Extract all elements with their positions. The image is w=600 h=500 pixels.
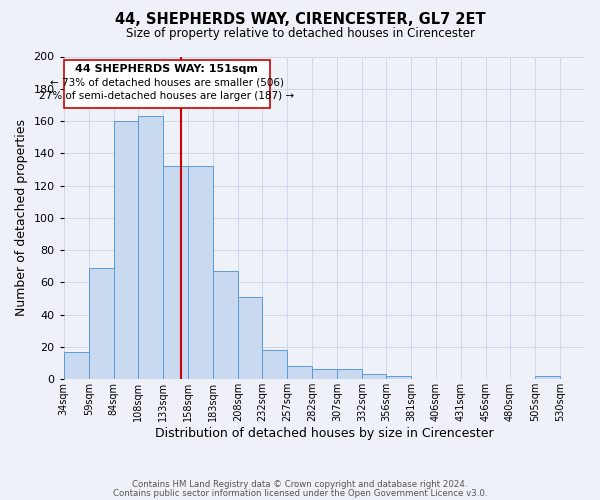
- Bar: [188, 166, 213, 379]
- Bar: [362, 374, 386, 379]
- Bar: [163, 166, 188, 379]
- Bar: [535, 376, 560, 379]
- Text: 44 SHEPHERDS WAY: 151sqm: 44 SHEPHERDS WAY: 151sqm: [76, 64, 258, 74]
- Text: ← 73% of detached houses are smaller (506): ← 73% of detached houses are smaller (50…: [50, 78, 284, 88]
- Bar: [238, 297, 262, 379]
- Bar: [386, 376, 411, 379]
- Text: Size of property relative to detached houses in Cirencester: Size of property relative to detached ho…: [125, 28, 475, 40]
- Bar: [114, 121, 138, 379]
- Text: Contains HM Land Registry data © Crown copyright and database right 2024.: Contains HM Land Registry data © Crown c…: [132, 480, 468, 489]
- Bar: [138, 116, 163, 379]
- Bar: [312, 370, 337, 379]
- Bar: [337, 370, 362, 379]
- Bar: [64, 352, 89, 379]
- Bar: [89, 268, 114, 379]
- Text: 44, SHEPHERDS WAY, CIRENCESTER, GL7 2ET: 44, SHEPHERDS WAY, CIRENCESTER, GL7 2ET: [115, 12, 485, 28]
- Bar: [262, 350, 287, 379]
- FancyBboxPatch shape: [64, 60, 270, 108]
- Text: 27% of semi-detached houses are larger (187) →: 27% of semi-detached houses are larger (…: [39, 92, 295, 102]
- Bar: [213, 271, 238, 379]
- Text: Contains public sector information licensed under the Open Government Licence v3: Contains public sector information licen…: [113, 490, 487, 498]
- X-axis label: Distribution of detached houses by size in Cirencester: Distribution of detached houses by size …: [155, 427, 494, 440]
- Bar: [287, 366, 312, 379]
- Y-axis label: Number of detached properties: Number of detached properties: [15, 120, 28, 316]
